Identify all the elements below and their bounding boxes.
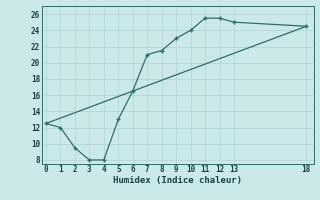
- X-axis label: Humidex (Indice chaleur): Humidex (Indice chaleur): [113, 176, 242, 185]
